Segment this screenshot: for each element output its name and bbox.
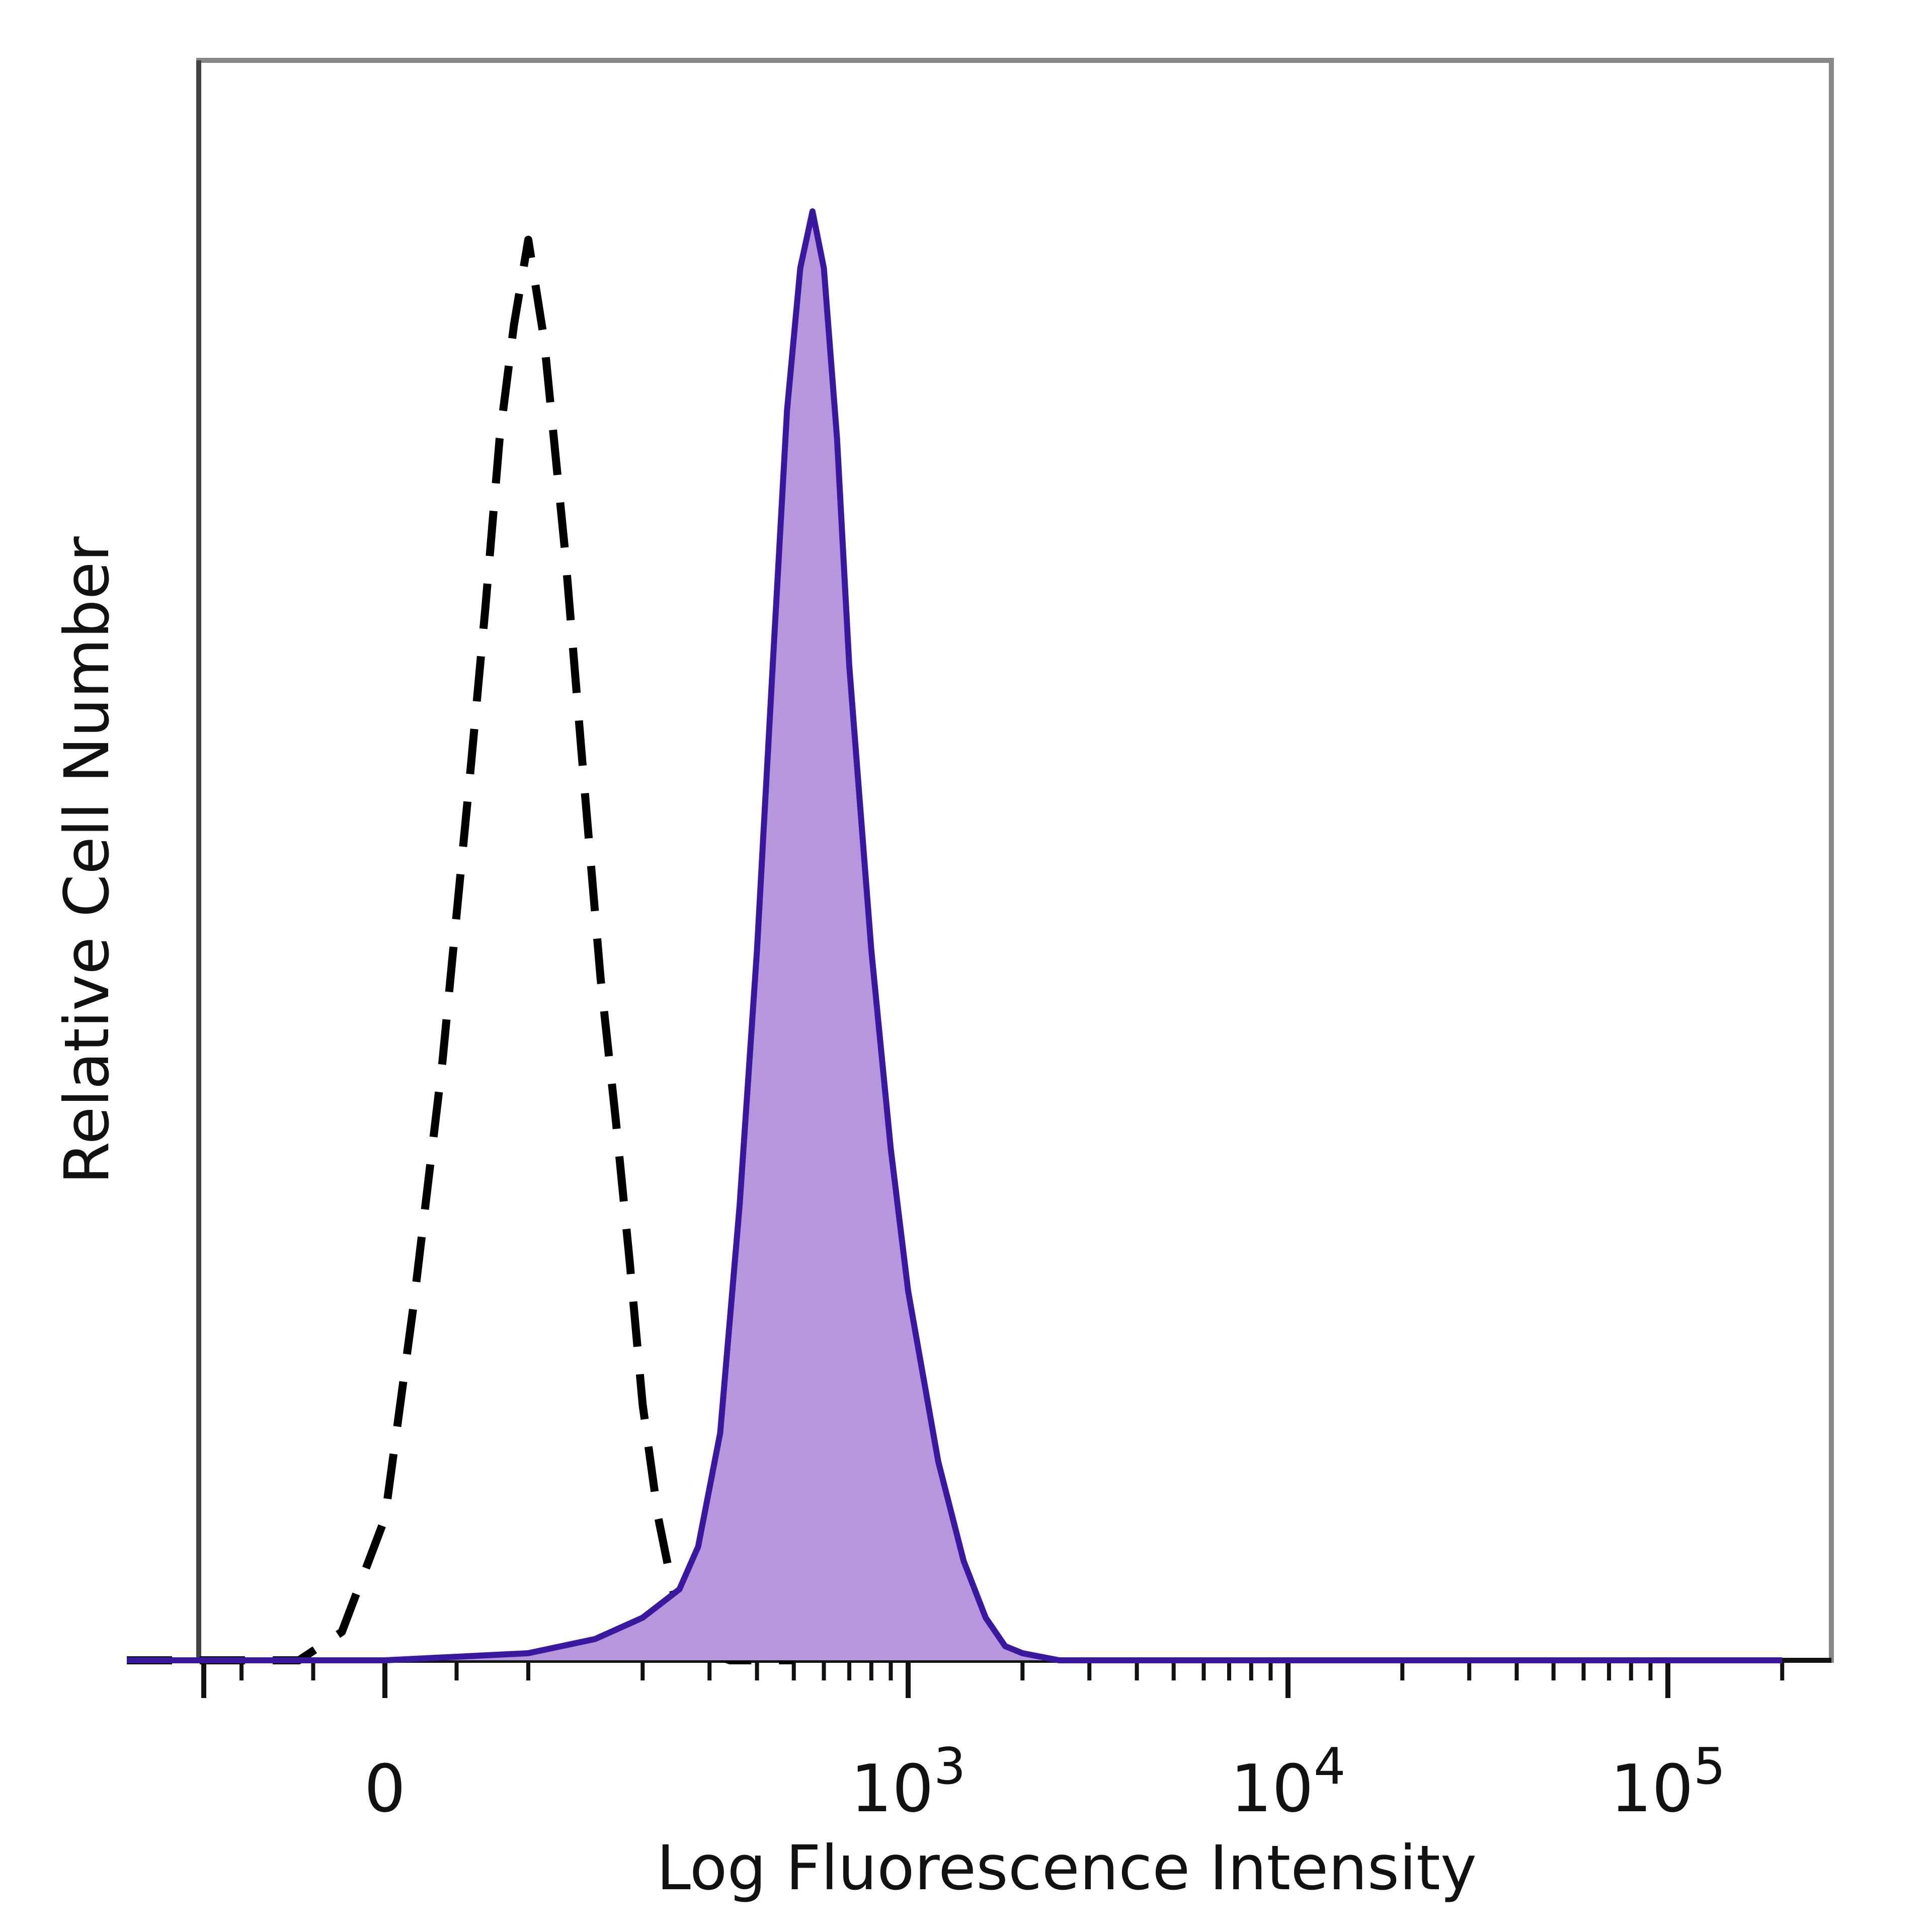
y-axis-label: Relative Cell Number bbox=[51, 536, 123, 1184]
plot-frame bbox=[196, 58, 1834, 1663]
x-minor-ticks bbox=[239, 1660, 1785, 1680]
x-tick-label: 104 bbox=[1230, 1737, 1345, 1827]
x-tick-label: 103 bbox=[850, 1737, 965, 1827]
x-axis-label: Log Fluorescence Intensity bbox=[657, 1832, 1477, 1904]
x-major-ticks bbox=[201, 1660, 1670, 1698]
series-1-line bbox=[127, 208, 1783, 1663]
series-layer bbox=[127, 208, 1783, 1664]
x-tick-label: 105 bbox=[1610, 1737, 1725, 1827]
x-tick-label: 0 bbox=[364, 1750, 406, 1827]
x-tick-labels: 0 103 104 105 bbox=[364, 1737, 1726, 1827]
